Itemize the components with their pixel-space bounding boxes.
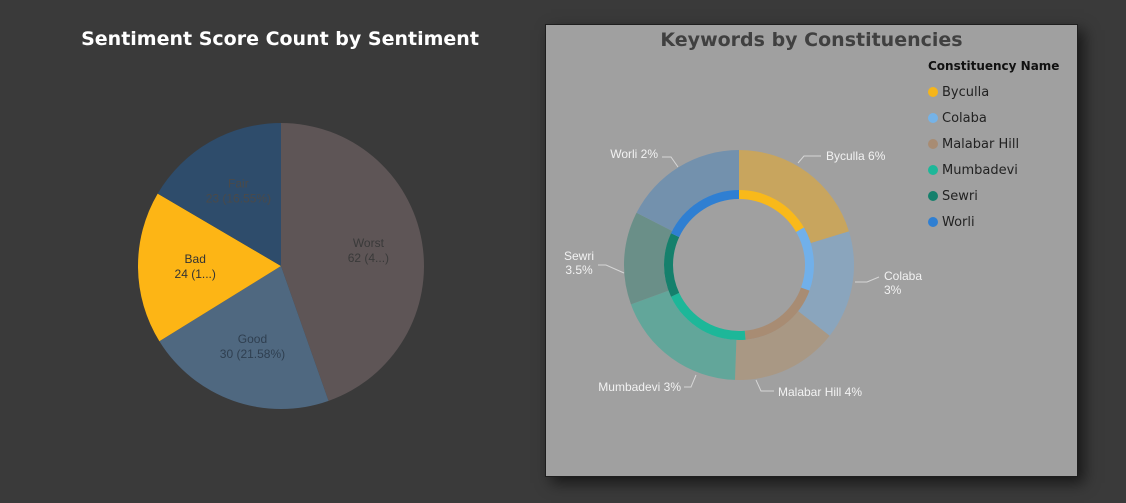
pie-label-bad: Bad xyxy=(185,252,206,266)
leader-line-malabar-hill xyxy=(755,379,774,392)
legend-item-worli[interactable]: Worli xyxy=(928,209,1059,235)
legend-item-sewri[interactable]: Sewri xyxy=(928,183,1059,209)
donut-label-colaba: Colaba 3% xyxy=(884,269,922,297)
donut-label-worli: Worli 2% xyxy=(610,147,658,161)
keywords-donut-chart: Byculla 6% Colaba 3% Malabar Hill 4% Mumbade… xyxy=(564,147,922,399)
inner-ring-sewri[interactable] xyxy=(664,233,680,297)
donut-label-byculla: Byculla 6% xyxy=(826,149,886,163)
pie-value-label-bad: 24 (1...) xyxy=(175,267,216,281)
keywords-chart-panel: Keywords by Constituencies Byculla 6% Col… xyxy=(545,24,1078,477)
legend-marker-icon xyxy=(928,113,938,123)
pie-label-fair: Fair xyxy=(228,177,249,191)
inner-ring-byculla[interactable] xyxy=(739,190,804,232)
leader-line-sewri xyxy=(598,264,625,274)
legend-item-mumbadevi[interactable]: Mumbadevi xyxy=(928,157,1059,183)
legend-marker-icon xyxy=(928,139,938,149)
pie-slice-worst[interactable] xyxy=(281,123,424,401)
pie-value-label-good: 30 (21.58%) xyxy=(220,347,285,361)
sentiment-chart-panel: Sentiment Score Count by Sentiment Worst… xyxy=(0,0,540,503)
legend-label: Sewri xyxy=(942,188,978,204)
legend-label: Worli xyxy=(942,214,975,230)
pie-label-good: Good xyxy=(238,332,267,346)
leader-line-worli xyxy=(662,156,679,168)
legend-label: Colaba xyxy=(942,110,987,126)
pie-value-label-worst: 62 (4...) xyxy=(348,251,389,265)
outer-ring-sewri[interactable] xyxy=(624,212,673,305)
legend-label: Byculla xyxy=(942,84,990,100)
outer-ring-malabar-hill[interactable] xyxy=(734,311,830,380)
outer-ring-byculla[interactable] xyxy=(739,150,849,244)
donut-label-malabar-hill: Malabar Hill 4% xyxy=(778,385,862,399)
donut-label-mumbadevi: Mumbadevi 3% xyxy=(598,380,681,394)
inner-ring-mumbadevi[interactable] xyxy=(671,292,746,340)
outer-ring-colaba[interactable] xyxy=(798,231,854,336)
leader-line-colaba xyxy=(855,276,880,283)
legend-title: Constituency Name xyxy=(928,59,1060,73)
inner-ring-colaba[interactable] xyxy=(796,227,814,291)
legend-item-malabar-hill[interactable]: Malabar Hill xyxy=(928,131,1059,157)
legend-label: Malabar Hill xyxy=(942,136,1020,152)
inner-ring-malabar-hill[interactable] xyxy=(744,287,810,340)
legend-label: Mumbadevi xyxy=(942,162,1018,178)
pie-slice-bad[interactable] xyxy=(137,193,281,342)
legend-item-colaba[interactable]: Colaba xyxy=(928,105,1059,131)
legend-marker-icon xyxy=(928,217,938,227)
keywords-chart-title: Keywords by Constituencies xyxy=(660,29,963,51)
leader-line-mumbadevi xyxy=(684,374,697,388)
sentiment-chart-title: Sentiment Score Count by Sentiment xyxy=(81,28,479,50)
legend-marker-icon xyxy=(928,87,938,97)
legend-marker-icon xyxy=(928,191,938,201)
pie-slice-fair[interactable] xyxy=(157,123,281,266)
donut-label-sewri: Sewri 3.5% xyxy=(564,249,594,277)
legend-marker-icon xyxy=(928,165,938,175)
legend-item-byculla[interactable]: Byculla xyxy=(928,79,1059,105)
pie-value-label-fair: 23 (16.55%) xyxy=(206,192,271,206)
inner-ring-worli[interactable] xyxy=(671,190,739,238)
leader-line-byculla xyxy=(797,155,821,164)
outer-ring-worli[interactable] xyxy=(636,150,739,231)
constituency-legend: Constituency Name Byculla Colaba Malabar H… xyxy=(928,59,1059,235)
pie-label-worst: Worst xyxy=(353,236,385,250)
pie-slice-good[interactable] xyxy=(159,266,329,409)
outer-ring-mumbadevi[interactable] xyxy=(630,290,737,380)
